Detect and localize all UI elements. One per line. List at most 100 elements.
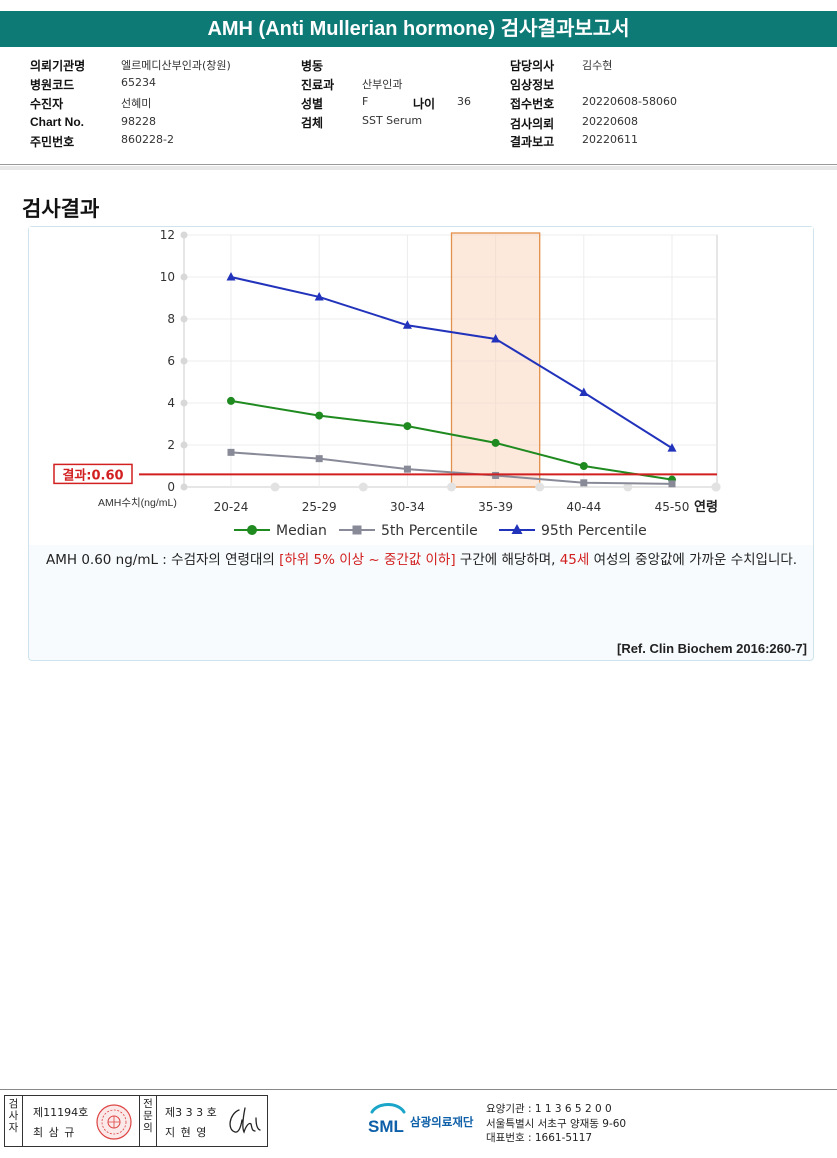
inspector-name: 최 삼 규: [33, 1126, 76, 1139]
info-divider-shadow: [0, 166, 837, 170]
x-tick-dot-4: [623, 482, 633, 492]
org-logo-text: SML: [368, 1117, 404, 1136]
info-label-request-date: 검사의뢰: [510, 117, 555, 131]
highlight-band: [450, 232, 541, 488]
org-code: 요양기관 : 1 1 3 6 5 2 0 0: [486, 1103, 612, 1115]
series-line-1: [230, 451, 673, 485]
checker-label: 전문의: [139, 1096, 157, 1146]
info-value-patient: 선혜미: [121, 97, 152, 110]
amh-chart: 0 2 4 6 8 10 12 20-24 25-29 30-34 35-39 40-44 45-50 A…: [29, 227, 813, 545]
inspector-license-no: 제11194호: [33, 1106, 89, 1119]
legend-label-1: 5th Percentile: [381, 523, 478, 539]
info-value-hospital: 엘르메디산부인과(창원): [121, 59, 231, 72]
point-s1-0: [227, 448, 235, 456]
x-tick-dot-0: [270, 482, 280, 492]
desc-range-highlight: [하위 5% 이상 ~ 중간값 이하]: [279, 552, 456, 568]
x-tick-label-4: 40-44: [566, 500, 601, 514]
y-tick-label-0: 0: [167, 480, 175, 494]
y-tick-label-4: 8: [167, 312, 175, 326]
result-label-box: [53, 463, 133, 485]
legend-marker-1: [352, 525, 362, 535]
info-value-age: 36: [457, 95, 471, 108]
info-label-clinical-info: 임상정보: [510, 78, 555, 92]
info-label-doctor: 담당의사: [510, 59, 555, 73]
info-label-specimen: 검체: [301, 116, 324, 130]
x-tick-dot-end: [711, 482, 721, 492]
info-label-ward: 병동: [301, 59, 324, 73]
y-tick-dot-6: [180, 231, 188, 239]
point-s1-3: [492, 471, 500, 479]
signature-box: 검사자 제11194호 최 삼 규 전문의 제3 3 3 호 지 현 영: [4, 1095, 268, 1147]
org-phone: 대표번호 : 1661-5117: [486, 1132, 593, 1144]
desc-text-2: 구간에 해당하며,: [455, 552, 560, 568]
point-s0-2: [403, 422, 412, 431]
x-axis-label: 연령: [694, 500, 718, 515]
point-s2-4: [579, 387, 589, 396]
section-title: 검사결과: [22, 197, 100, 221]
patient-info: 의뢰기관명 엘르메디산부인과(창원) 병원코드 65234 수진자 선혜미 Ch…: [0, 52, 837, 165]
info-value-department: 산부인과: [362, 78, 403, 91]
info-value-doctor: 김수현: [582, 59, 613, 72]
legend-marker-0: [247, 525, 257, 535]
seal-stamp-icon: [96, 1104, 132, 1140]
info-value-specimen: SST Serum: [362, 114, 423, 127]
info-label-patient: 수진자: [30, 97, 64, 111]
y-tick-label-5: 10: [160, 270, 175, 284]
y-tick-dot-2: [180, 399, 188, 407]
desc-age-highlight: 45세: [559, 552, 590, 568]
x-tick-dot-1: [358, 482, 368, 492]
point-s2-5: [667, 443, 677, 452]
point-s0-0: [227, 396, 235, 405]
info-value-hospital-code: 65234: [121, 76, 156, 89]
point-s0-4: [579, 462, 588, 470]
y-tick-label-3: 6: [167, 354, 175, 368]
info-label-age: 나이: [413, 97, 436, 111]
info-label-report-date: 결과보고: [510, 135, 555, 149]
y-axis-label: AMH수치(ng/mL): [98, 497, 177, 509]
y-tick-dot-3: [180, 357, 188, 365]
info-value-resident-no: 860228-2: [121, 133, 174, 146]
x-tick-dot-2: [447, 482, 456, 492]
org-name: 삼광의료재단: [410, 1115, 474, 1129]
y-tick-dot-5: [180, 273, 188, 281]
desc-text-1: AMH 0.60 ng/mL : 수검자의 연령대의: [46, 552, 280, 568]
info-label-receipt-no: 접수번호: [510, 97, 555, 111]
info-label-chart-no: Chart No.: [30, 115, 84, 129]
legend-label-0: Median: [276, 523, 327, 539]
series-line-0: [230, 399, 673, 481]
point-s2-1: [314, 291, 324, 301]
legend-marker-2: [511, 524, 523, 534]
y-tick-dot-1: [180, 441, 188, 449]
info-value-receipt-no: 20220608-58060: [582, 95, 677, 108]
info-value-sex: F: [362, 95, 369, 108]
chart-svg: 0 2 4 6 8 10 12 20-24 25-29 30-34 35-39 40-44 45-50 A…: [53, 228, 721, 539]
point-s1-4: [580, 479, 588, 487]
info-label-hospital: 의뢰기관명: [30, 59, 86, 73]
info-divider: [0, 164, 837, 165]
point-s1-2: [403, 465, 411, 473]
x-tick-label-5: 45-50: [655, 500, 690, 514]
org-address: 서울특별시 서초구 양재동 9-60: [486, 1118, 627, 1130]
desc-text-3: 여성의 중앙값에 가까운 수치입니다.: [589, 552, 798, 568]
report-title: AMH (Anti Mullerian hormone) 검사결과보고서: [0, 11, 837, 47]
point-s2-3: [491, 333, 501, 343]
series-line-2: [230, 276, 673, 449]
signature-icon: [229, 1107, 261, 1134]
info-label-resident-no: 주민번호: [30, 135, 75, 149]
checker-name: 지 현 영: [165, 1126, 208, 1139]
info-label-department: 진료과: [301, 78, 335, 92]
point-s0-3: [491, 438, 500, 447]
info-value-report-date: 20220611: [582, 133, 638, 146]
y-tick-label-6: 12: [160, 228, 175, 242]
y-tick-label-2: 4: [167, 396, 175, 410]
org-logo: SML: [366, 1100, 410, 1144]
result-label: 결과:0.60: [62, 467, 123, 483]
inspector-label: 검사자: [5, 1096, 23, 1146]
x-tick-label-0: 20-24: [214, 500, 249, 514]
x-tick-dot-3: [535, 482, 545, 492]
point-s0-1: [315, 411, 324, 420]
info-value-chart-no: 98228: [121, 115, 156, 128]
info-label-hospital-code: 병원코드: [30, 78, 75, 92]
point-s2-2: [402, 320, 412, 329]
info-value-request-date: 20220608: [582, 115, 638, 128]
